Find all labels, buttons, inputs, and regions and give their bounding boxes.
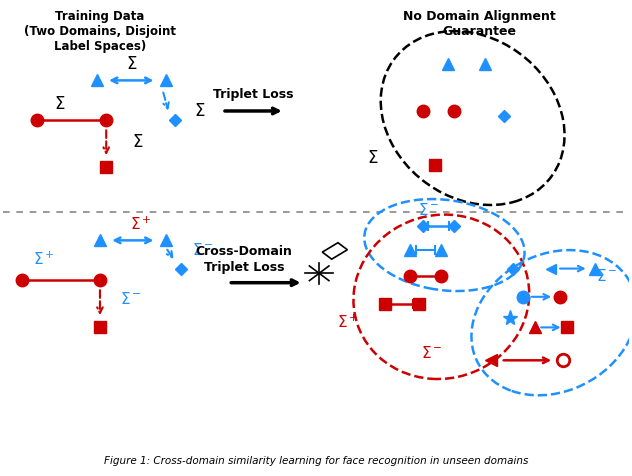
Text: $\Sigma^-$: $\Sigma^-$ [121, 291, 142, 307]
Text: $\Sigma^+$: $\Sigma^+$ [336, 314, 358, 331]
Text: $\Sigma^+$: $\Sigma^+$ [33, 250, 54, 268]
Text: Triplet Loss: Triplet Loss [213, 88, 294, 101]
Text: Cross-Domain
Triplet Loss: Cross-Domain Triplet Loss [195, 245, 293, 274]
Text: $\Sigma$: $\Sigma$ [126, 55, 137, 73]
Text: $\Sigma$: $\Sigma$ [132, 132, 143, 150]
Text: $\Sigma$: $\Sigma$ [367, 149, 378, 167]
Text: $\Sigma$: $\Sigma$ [54, 95, 65, 113]
Polygon shape [322, 243, 348, 259]
Text: $\Sigma^+$: $\Sigma^+$ [130, 215, 152, 233]
Text: $\Sigma^-$: $\Sigma^-$ [421, 345, 443, 361]
Text: No Domain Alignment
Guarantee: No Domain Alignment Guarantee [403, 10, 556, 38]
Text: Figure 1: Cross-domain similarity learning for face recognition in unseen domain: Figure 1: Cross-domain similarity learni… [104, 456, 528, 466]
Text: Training Data
(Two Domains, Disjoint
Label Spaces): Training Data (Two Domains, Disjoint Lab… [24, 10, 176, 53]
Text: $\Sigma$: $\Sigma$ [195, 102, 206, 120]
Text: $\Sigma^-$: $\Sigma^-$ [193, 242, 214, 258]
Text: $\Sigma^-$: $\Sigma^-$ [418, 202, 440, 218]
Text: $\Sigma^-$: $\Sigma^-$ [597, 268, 618, 284]
